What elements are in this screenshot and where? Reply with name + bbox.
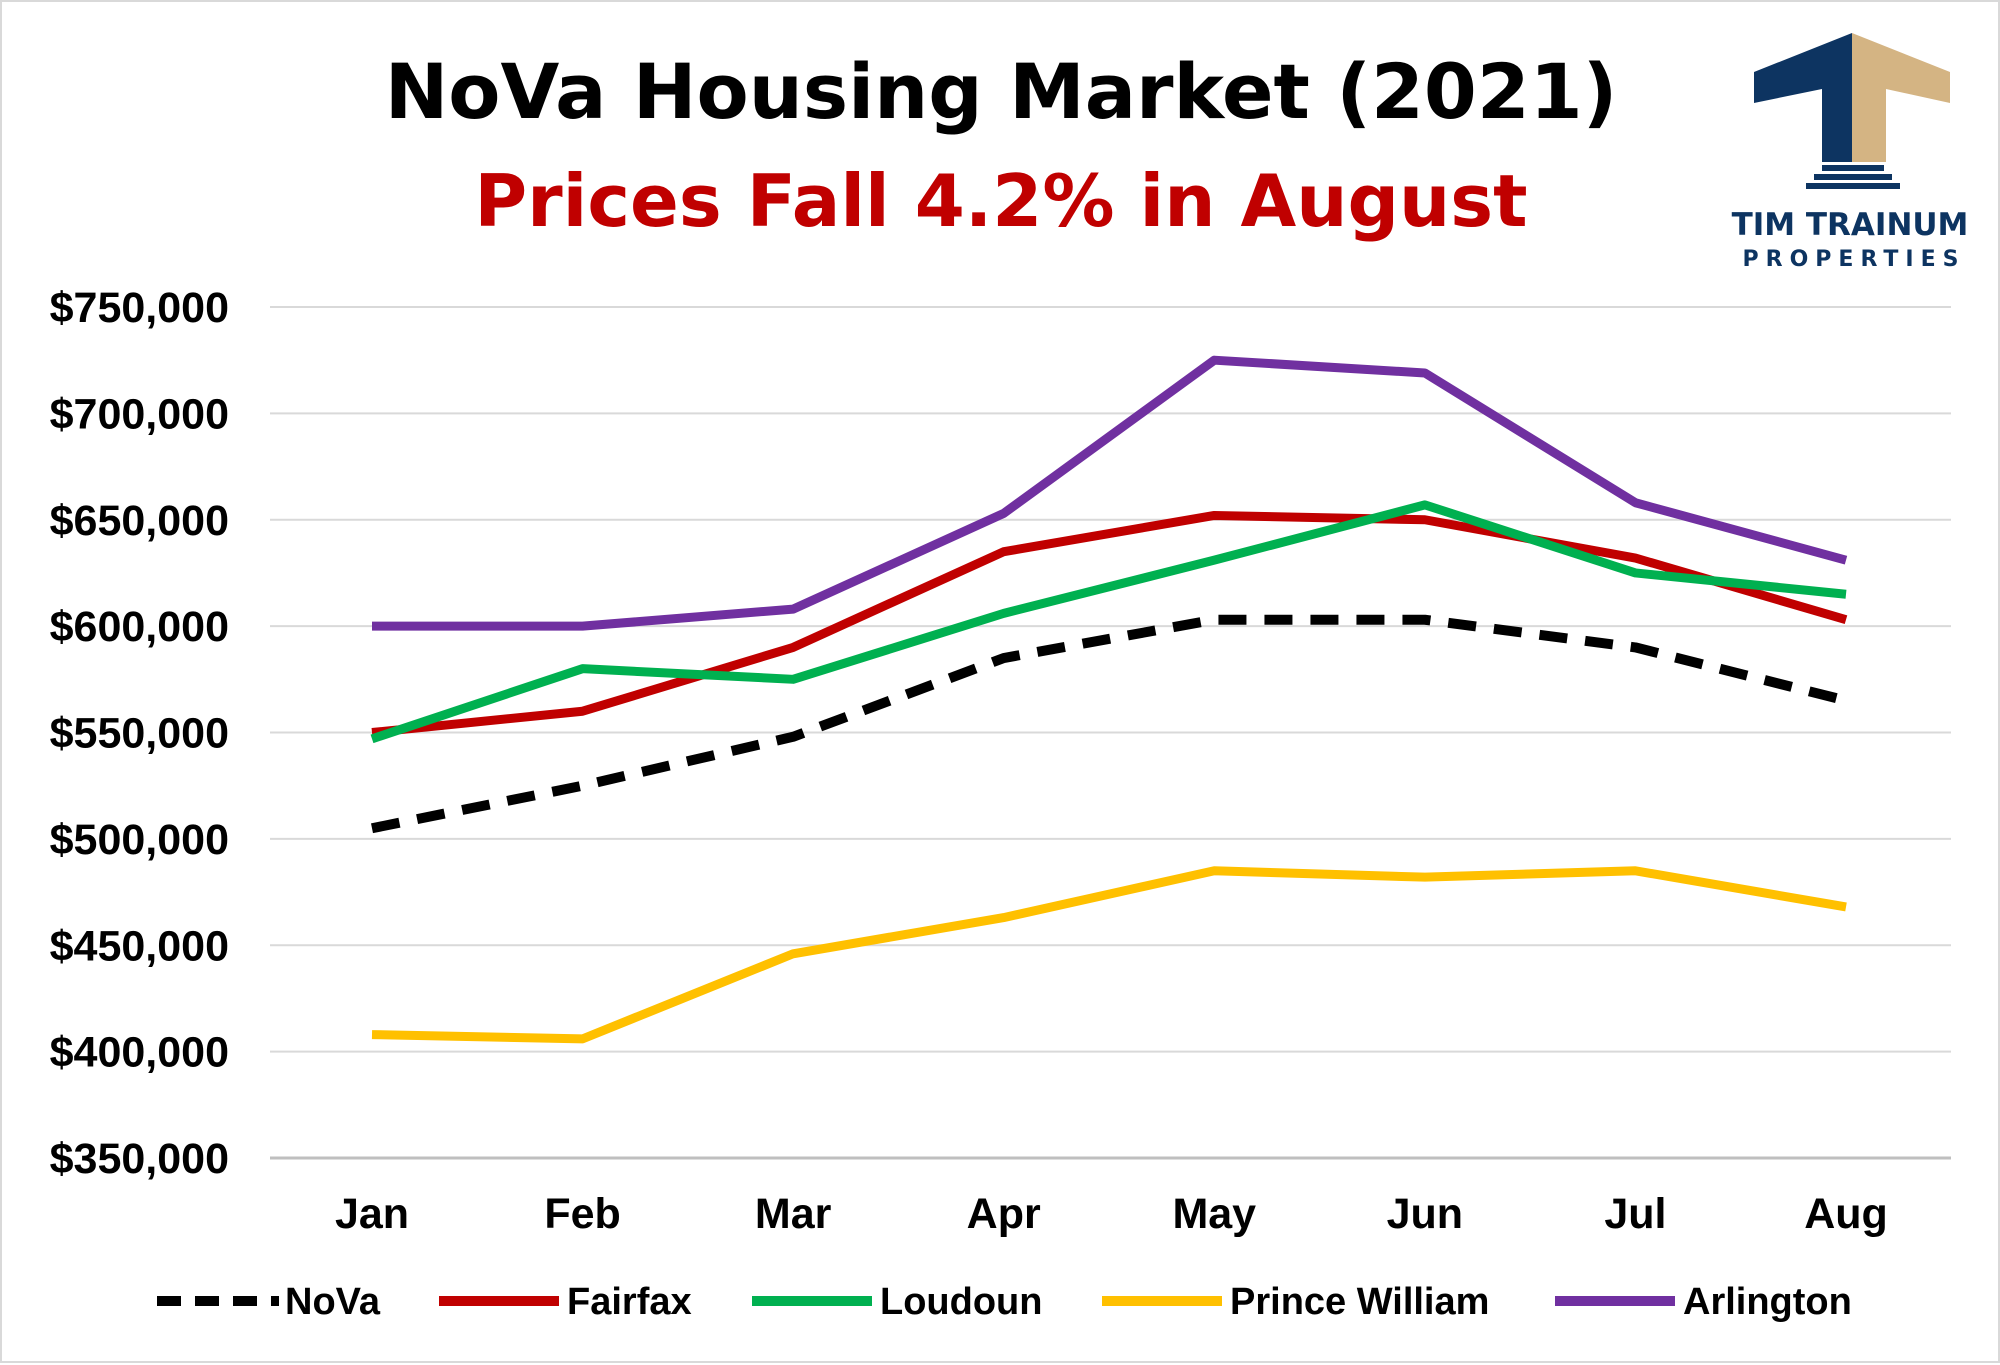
- series-line-prince-william: [371, 866, 1847, 1044]
- logo-navy-t-icon: [1754, 33, 1852, 162]
- legend-label: Prince William: [1230, 1281, 1489, 1323]
- legend-label: Arlington: [1683, 1281, 1852, 1323]
- y-tick-label: $400,000: [50, 1029, 229, 1077]
- y-tick-label: $700,000: [50, 390, 229, 438]
- x-tick-label: Apr: [967, 1190, 1041, 1238]
- x-tick-label: Aug: [1804, 1190, 1888, 1238]
- y-tick-label: $750,000: [50, 284, 229, 332]
- y-tick-label: $500,000: [50, 816, 229, 864]
- x-tick-label: Jun: [1387, 1190, 1463, 1238]
- x-tick-label: Mar: [755, 1190, 832, 1238]
- chart-title: NoVa Housing Market (2021): [385, 47, 1618, 136]
- logo-name: TIM TRAINUM: [1732, 207, 1969, 243]
- legend-label: Loudoun: [880, 1281, 1042, 1323]
- series-line-arlington: [372, 355, 1848, 631]
- y-tick-label: $600,000: [50, 603, 229, 651]
- legend-label: NoVa: [285, 1281, 381, 1323]
- legend-label: Fairfax: [567, 1281, 692, 1323]
- series-line-loudoun: [370, 500, 1847, 744]
- y-tick-label: $450,000: [50, 922, 229, 970]
- y-tick-label: $650,000: [50, 497, 229, 545]
- logo-gold-t-icon: [1852, 33, 1950, 162]
- x-tick-label: Jan: [335, 1190, 409, 1238]
- series-line-fairfax: [371, 510, 1848, 737]
- company-logo: TIM TRAINUM PROPERTIES: [1732, 33, 1969, 272]
- series-line-nova: [371, 614, 1848, 834]
- logo-subname: PROPERTIES: [1743, 247, 1966, 272]
- chart-subtitle: Prices Fall 4.2% in August: [474, 159, 1527, 243]
- x-tick-label: Feb: [544, 1190, 620, 1238]
- x-tick-label: Jul: [1604, 1190, 1666, 1238]
- y-tick-label: $550,000: [50, 710, 229, 758]
- x-tick-label: May: [1172, 1190, 1256, 1238]
- y-tick-label: $350,000: [50, 1135, 229, 1183]
